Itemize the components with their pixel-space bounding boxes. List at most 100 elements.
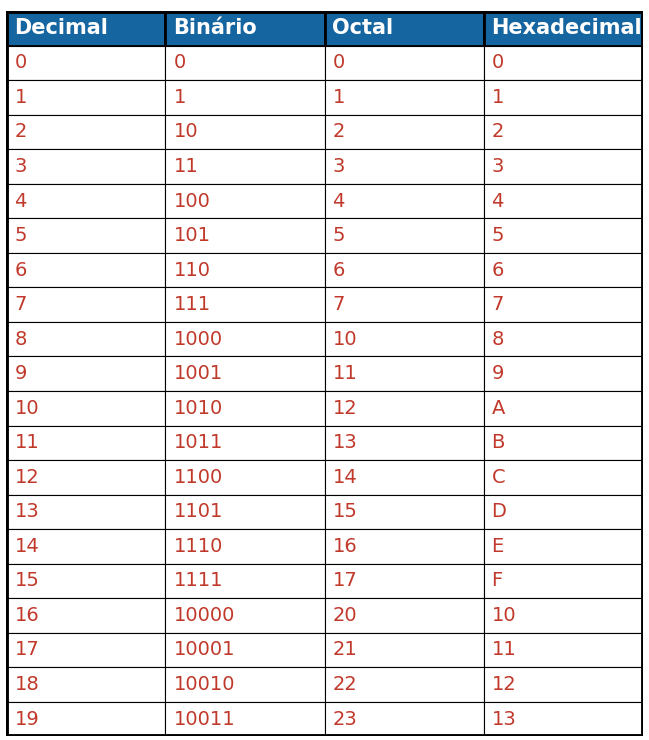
- Text: 11: 11: [332, 364, 357, 383]
- Text: 10011: 10011: [173, 710, 235, 729]
- Bar: [165, 357, 324, 391]
- Text: 6: 6: [332, 260, 345, 280]
- Text: 20: 20: [332, 606, 357, 625]
- Text: 5: 5: [491, 226, 504, 245]
- Text: 1000: 1000: [173, 329, 223, 349]
- Text: 10: 10: [332, 329, 357, 349]
- Text: 14: 14: [332, 468, 357, 487]
- Text: 10000: 10000: [173, 606, 235, 625]
- Bar: [6, 391, 165, 426]
- Bar: [484, 80, 643, 115]
- Text: F: F: [491, 571, 503, 591]
- Text: 1110: 1110: [173, 536, 223, 556]
- Bar: [6, 667, 165, 702]
- Bar: [484, 564, 643, 598]
- Bar: [6, 633, 165, 667]
- Text: 3: 3: [14, 157, 27, 176]
- Bar: [324, 218, 484, 253]
- Bar: [324, 11, 484, 46]
- Text: 7: 7: [491, 295, 504, 314]
- Bar: [484, 322, 643, 357]
- Text: 2: 2: [491, 122, 504, 141]
- Bar: [165, 218, 324, 253]
- Bar: [165, 633, 324, 667]
- Bar: [484, 425, 643, 460]
- Bar: [6, 564, 165, 598]
- Text: 10: 10: [14, 399, 39, 418]
- Text: 8: 8: [491, 329, 504, 349]
- Text: 110: 110: [173, 260, 210, 280]
- Bar: [484, 149, 643, 184]
- Bar: [6, 425, 165, 460]
- Text: 10001: 10001: [173, 640, 235, 659]
- Bar: [165, 702, 324, 736]
- Text: 17: 17: [14, 640, 39, 659]
- Text: 21: 21: [332, 640, 357, 659]
- Text: Binário: Binário: [173, 18, 257, 38]
- Text: 14: 14: [14, 536, 39, 556]
- Bar: [165, 287, 324, 322]
- Text: Decimal: Decimal: [14, 18, 108, 38]
- Bar: [324, 115, 484, 149]
- Text: 19: 19: [14, 710, 39, 729]
- Text: 1010: 1010: [173, 399, 223, 418]
- Text: 1: 1: [14, 88, 27, 107]
- Text: 6: 6: [14, 260, 27, 280]
- Bar: [165, 322, 324, 357]
- Bar: [165, 115, 324, 149]
- Bar: [324, 391, 484, 426]
- Text: E: E: [491, 536, 504, 556]
- Bar: [324, 322, 484, 357]
- Text: 2: 2: [14, 122, 27, 141]
- Bar: [6, 11, 165, 46]
- Text: 12: 12: [14, 468, 39, 487]
- Text: 10: 10: [173, 122, 198, 141]
- Text: 0: 0: [14, 53, 27, 73]
- Bar: [484, 460, 643, 494]
- Text: 18: 18: [14, 675, 39, 694]
- Text: 9: 9: [14, 364, 27, 383]
- Bar: [324, 460, 484, 494]
- Text: 3: 3: [491, 157, 504, 176]
- Bar: [484, 218, 643, 253]
- Text: 13: 13: [14, 502, 39, 522]
- Bar: [324, 425, 484, 460]
- Bar: [6, 80, 165, 115]
- Bar: [165, 529, 324, 564]
- Text: 13: 13: [491, 710, 516, 729]
- Bar: [324, 564, 484, 598]
- Text: 101: 101: [173, 226, 210, 245]
- Text: B: B: [491, 433, 505, 452]
- Bar: [324, 149, 484, 184]
- Bar: [484, 11, 643, 46]
- Bar: [324, 633, 484, 667]
- Text: 11: 11: [173, 157, 198, 176]
- Text: 3: 3: [332, 157, 345, 176]
- Text: C: C: [491, 468, 505, 487]
- Bar: [6, 357, 165, 391]
- Bar: [6, 529, 165, 564]
- Text: 111: 111: [173, 295, 210, 314]
- Bar: [6, 218, 165, 253]
- Bar: [165, 11, 324, 46]
- Bar: [165, 425, 324, 460]
- Text: 10010: 10010: [173, 675, 235, 694]
- Bar: [324, 80, 484, 115]
- Text: 1: 1: [173, 88, 186, 107]
- Bar: [165, 494, 324, 529]
- Bar: [324, 46, 484, 80]
- Bar: [324, 494, 484, 529]
- Text: 13: 13: [332, 433, 357, 452]
- Bar: [165, 80, 324, 115]
- Bar: [324, 357, 484, 391]
- Text: 1100: 1100: [173, 468, 223, 487]
- Bar: [6, 322, 165, 357]
- Text: 4: 4: [332, 192, 345, 211]
- Text: 23: 23: [332, 710, 357, 729]
- Bar: [6, 46, 165, 80]
- Bar: [484, 598, 643, 633]
- Bar: [484, 667, 643, 702]
- Text: 0: 0: [332, 53, 345, 73]
- Bar: [484, 702, 643, 736]
- Bar: [165, 564, 324, 598]
